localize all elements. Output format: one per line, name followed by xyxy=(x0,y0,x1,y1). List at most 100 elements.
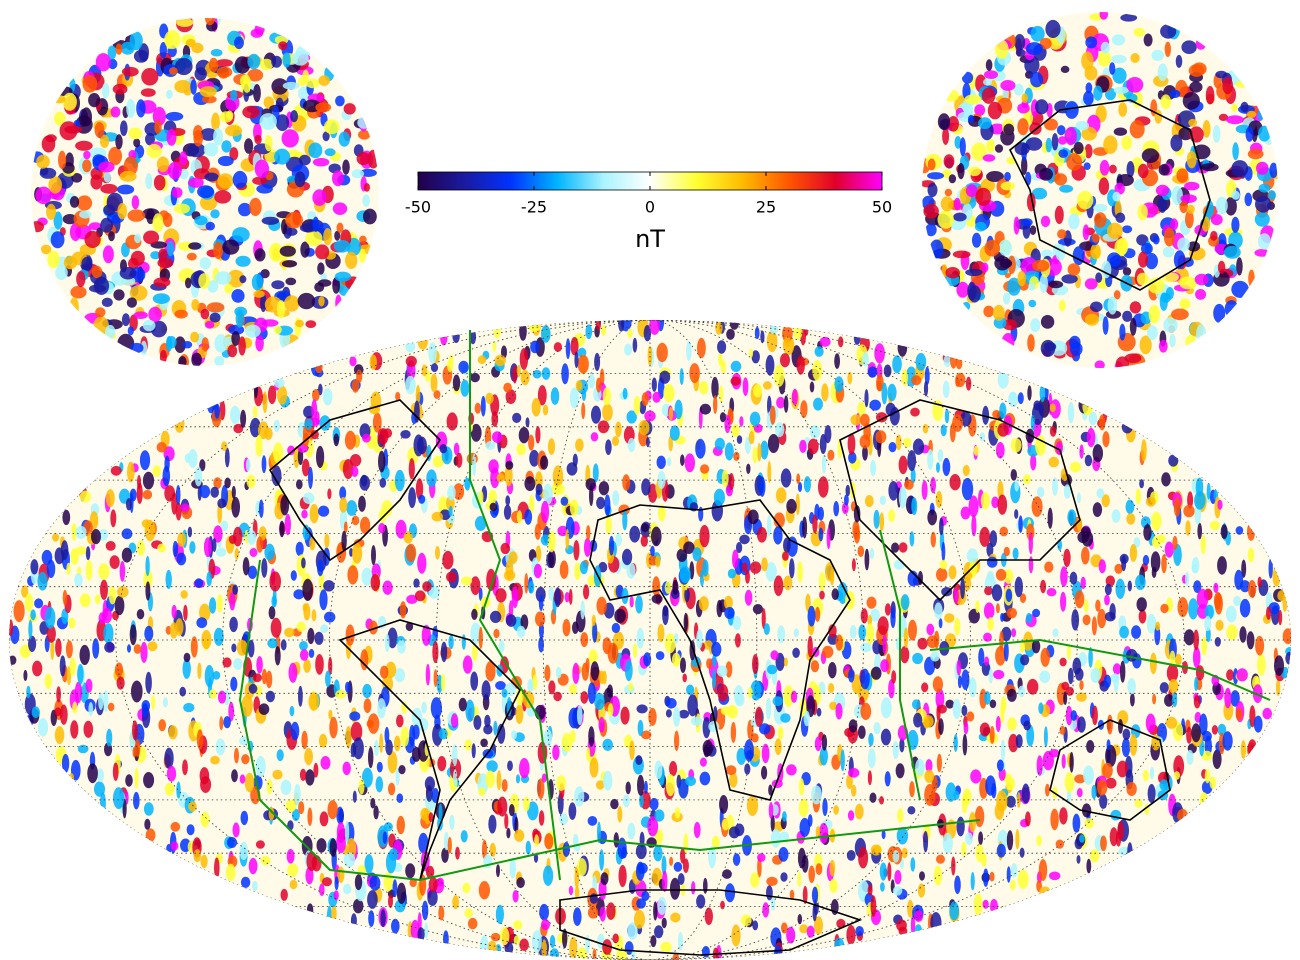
anomaly-blob xyxy=(355,874,362,890)
anomaly-blob xyxy=(209,58,218,72)
anomaly-blob xyxy=(108,703,115,711)
anomaly-blob xyxy=(317,262,324,274)
anomaly-blob xyxy=(541,919,550,930)
anomaly-blob xyxy=(771,829,781,848)
anomaly-blob xyxy=(1085,314,1099,326)
anomaly-blob xyxy=(507,761,513,772)
anomaly-blob xyxy=(650,935,656,947)
anomaly-blob xyxy=(225,448,230,468)
anomaly-blob xyxy=(233,171,248,189)
anomaly-blob xyxy=(60,121,78,140)
anomaly-blob xyxy=(703,745,710,758)
colorbar-tick-label: 50 xyxy=(872,198,892,217)
anomaly-blob xyxy=(981,492,990,510)
anomaly-blob xyxy=(1027,334,1035,352)
anomaly-blob xyxy=(1049,281,1064,289)
anomaly-blob xyxy=(309,692,320,711)
anomaly-blob xyxy=(653,901,657,920)
anomaly-blob xyxy=(28,636,36,652)
anomaly-blob xyxy=(128,209,146,221)
anomaly-blob xyxy=(792,648,800,658)
anomaly-blob xyxy=(497,473,505,482)
anomaly-blob xyxy=(236,309,244,327)
anomaly-blob xyxy=(978,648,984,667)
anomaly-blob xyxy=(868,733,873,746)
anomaly-blob xyxy=(197,185,214,198)
anomaly-blob xyxy=(573,907,582,926)
anomaly-blob xyxy=(307,628,314,644)
anomaly-blob xyxy=(1142,148,1159,163)
anomaly-blob xyxy=(478,355,486,364)
anomaly-blob xyxy=(858,726,866,739)
anomaly-blob xyxy=(1006,777,1015,790)
anomaly-blob xyxy=(1093,86,1102,101)
anomaly-blob xyxy=(1247,111,1257,118)
anomaly-blob xyxy=(989,669,993,684)
anomaly-blob xyxy=(1032,496,1043,517)
anomaly-blob xyxy=(126,99,135,118)
anomaly-blob xyxy=(1126,500,1135,514)
anomaly-blob xyxy=(96,53,111,71)
anomaly-blob xyxy=(412,747,421,762)
anomaly-blob xyxy=(731,924,740,946)
anomaly-blob xyxy=(23,670,27,681)
anomaly-blob xyxy=(928,183,938,197)
anomaly-blob xyxy=(938,113,950,130)
anomaly-blob xyxy=(70,297,79,316)
anomaly-blob xyxy=(232,585,238,595)
anomaly-blob xyxy=(443,930,449,947)
anomaly-blob xyxy=(646,437,650,447)
anomaly-blob xyxy=(1191,723,1201,742)
anomaly-blob xyxy=(569,802,577,820)
anomaly-blob xyxy=(812,360,822,381)
anomaly-blob xyxy=(213,671,221,680)
anomaly-blob xyxy=(437,756,446,771)
anomaly-blob xyxy=(91,529,101,544)
anomaly-blob xyxy=(978,831,983,844)
anomaly-blob xyxy=(1195,289,1206,300)
anomaly-blob xyxy=(333,202,347,215)
anomaly-blob xyxy=(29,221,44,232)
anomaly-blob xyxy=(1172,186,1183,205)
anomaly-blob xyxy=(240,774,246,783)
anomaly-blob xyxy=(117,185,134,195)
anomaly-blob xyxy=(544,665,550,682)
anomaly-blob xyxy=(961,842,966,857)
anomaly-blob xyxy=(596,378,602,393)
anomaly-blob xyxy=(963,465,970,476)
anomaly-blob xyxy=(164,30,180,49)
anomaly-blob xyxy=(543,865,553,886)
colorbar-tick-label: 25 xyxy=(756,198,776,217)
anomaly-blob xyxy=(1222,77,1233,94)
anomaly-blob xyxy=(969,285,981,302)
anomaly-blob xyxy=(718,352,722,367)
anomaly-blob xyxy=(907,806,915,814)
anomaly-blob xyxy=(214,403,219,418)
anomaly-blob xyxy=(188,242,201,249)
anomaly-blob xyxy=(596,497,605,509)
anomaly-blob xyxy=(1152,694,1156,705)
anomaly-blob xyxy=(776,487,786,503)
anomaly-blob xyxy=(389,848,399,861)
anomaly-blob xyxy=(428,343,436,364)
anomaly-blob xyxy=(735,693,745,706)
anomaly-blob xyxy=(1062,754,1066,769)
anomaly-blob xyxy=(691,881,695,894)
anomaly-blob xyxy=(384,822,393,831)
anomaly-blob xyxy=(255,435,262,457)
anomaly-blob xyxy=(100,218,113,233)
anomaly-blob xyxy=(492,431,502,443)
anomaly-blob xyxy=(177,532,186,546)
anomaly-blob xyxy=(1114,87,1129,94)
anomaly-blob xyxy=(95,122,105,138)
anomaly-blob xyxy=(1039,168,1053,181)
anomaly-blob xyxy=(1003,293,1010,305)
anomaly-blob xyxy=(576,380,583,391)
anomaly-blob xyxy=(554,587,561,607)
anomaly-blob xyxy=(134,644,142,654)
anomaly-blob xyxy=(230,406,240,424)
anomaly-blob xyxy=(1119,626,1129,639)
anomaly-blob xyxy=(1131,625,1141,639)
colorbar-tick-label: 0 xyxy=(645,198,655,217)
anomaly-blob xyxy=(173,541,178,557)
